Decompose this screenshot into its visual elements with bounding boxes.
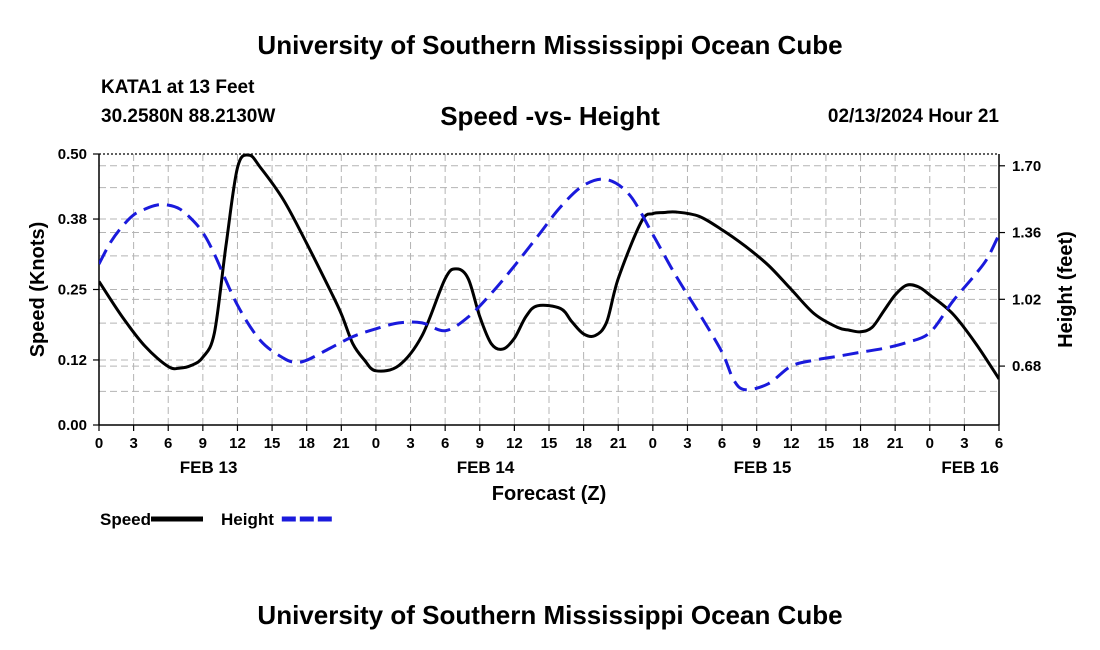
- x-tick-label: 3: [129, 435, 137, 452]
- y-tick-label: 0.38: [58, 211, 87, 228]
- x-tick-label: 12: [506, 435, 523, 452]
- x-tick-label: 3: [960, 435, 968, 452]
- legend-label-height: Height: [221, 510, 274, 529]
- chart-subtitle: Speed -vs- Height: [440, 101, 660, 131]
- x-tick-label: 0: [926, 435, 934, 452]
- x-tick-label: 18: [575, 435, 592, 452]
- x-tick-label: 15: [818, 435, 835, 452]
- x-date-label: FEB 15: [734, 458, 792, 477]
- x-tick-label: 6: [995, 435, 1003, 452]
- x-date-label: FEB 13: [180, 458, 238, 477]
- chart-main-title: University of Southern Mississippi Ocean…: [257, 30, 843, 60]
- footer-title: University of Southern Mississippi Ocean…: [257, 600, 843, 630]
- x-tick-label: 3: [683, 435, 691, 452]
- x-tick-label: 12: [229, 435, 246, 452]
- x-tick-label: 9: [199, 435, 207, 452]
- station-coordinates: 30.2580N 88.2130W: [101, 106, 276, 127]
- forecast-datetime: 02/13/2024 Hour 21: [827, 106, 999, 127]
- x-tick-label: 0: [372, 435, 380, 452]
- x-tick-label: 0: [95, 435, 103, 452]
- y2-axis-title: Height (feet): [1055, 231, 1077, 348]
- y-tick-label: 0.50: [58, 146, 87, 163]
- x-tick-label: 18: [298, 435, 315, 452]
- x-tick-label: 9: [753, 435, 761, 452]
- station-name: KATA1 at 13 Feet: [101, 77, 255, 98]
- x-tick-label: 6: [441, 435, 449, 452]
- y-tick-label: 0.25: [58, 282, 87, 299]
- legend-label-speed: Speed: [100, 510, 151, 529]
- x-tick-label: 9: [476, 435, 484, 452]
- x-date-label: FEB 14: [457, 458, 515, 477]
- x-tick-label: 6: [164, 435, 172, 452]
- x-tick-label: 15: [264, 435, 281, 452]
- x-tick-label: 3: [406, 435, 414, 452]
- y2-tick-label: 1.36: [1012, 225, 1041, 242]
- x-tick-label: 21: [610, 435, 627, 452]
- series-line-speed: [99, 153, 999, 380]
- x-tick-label: 21: [887, 435, 904, 452]
- x-axis-title: Forecast (Z): [492, 483, 606, 505]
- y-axis-title: Speed (Knots): [27, 222, 49, 358]
- y-tick-label: 0.00: [58, 417, 87, 434]
- x-date-label: FEB 16: [941, 458, 999, 477]
- x-tick-label: 21: [333, 435, 350, 452]
- y2-tick-label: 1.70: [1012, 158, 1041, 175]
- x-tick-label: 12: [783, 435, 800, 452]
- y2-tick-label: 0.68: [1012, 358, 1041, 375]
- x-tick-label: 6: [718, 435, 726, 452]
- y-tick-label: 0.12: [58, 352, 87, 369]
- x-tick-label: 18: [852, 435, 869, 452]
- x-tick-label: 15: [541, 435, 558, 452]
- y2-tick-label: 1.02: [1012, 291, 1041, 308]
- series-line-height: [99, 177, 999, 392]
- x-tick-label: 0: [649, 435, 657, 452]
